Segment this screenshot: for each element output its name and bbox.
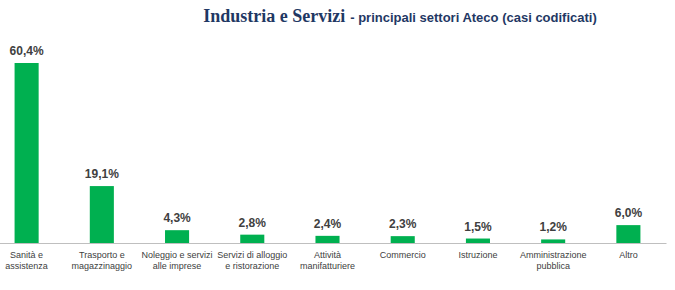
x-tick-label-line: Attività — [314, 250, 341, 260]
x-tick-label: Istruzione — [458, 250, 497, 260]
data-label: 2,4% — [314, 217, 342, 231]
data-label: 60,4% — [10, 44, 44, 58]
x-tick: Istruzione — [458, 243, 497, 260]
chart: Industria e Servizi - principali settori … — [0, 0, 675, 290]
bar — [90, 186, 114, 243]
x-tick-label-line: Servizi di alloggio — [217, 250, 287, 260]
data-label: 6,0% — [615, 206, 643, 220]
data-label: 2,8% — [239, 216, 267, 230]
data-label: 1,2% — [539, 220, 567, 234]
x-tick-label-line: Commercio — [380, 250, 426, 260]
bars — [15, 63, 641, 243]
x-tick-label-line: e ristorazione — [225, 261, 279, 271]
x-tick: Sanità eassistenza — [5, 243, 48, 271]
bar — [391, 236, 415, 243]
x-tick-label-line: magazzinaggio — [72, 261, 133, 271]
data-label: 19,1% — [85, 167, 119, 181]
x-tick-label: Amministrazionepubblica — [520, 250, 587, 271]
title-block: Industria e Servizi - principali settori … — [203, 6, 597, 26]
x-tick-label-line: alle imprese — [153, 261, 202, 271]
bar — [315, 236, 339, 243]
bar — [616, 225, 640, 243]
x-tick-label: Commercio — [380, 250, 426, 260]
x-tick: Servizi di alloggioe ristorazione — [217, 243, 287, 271]
x-tick: Noleggio e servizialle imprese — [142, 243, 213, 271]
x-tick-label: Servizi di alloggioe ristorazione — [217, 250, 287, 271]
x-tick-label-line: Altro — [619, 250, 638, 260]
x-tick-label: Attivitàmanifatturiere — [300, 250, 355, 271]
x-tick-label: Sanità eassistenza — [5, 250, 48, 271]
bar — [165, 230, 189, 243]
x-tick-label-line: Sanità e — [10, 250, 43, 260]
x-tick-label: Altro — [619, 250, 638, 260]
x-tick-label-line: manifatturiere — [300, 261, 355, 271]
x-axis-line — [0, 243, 667, 244]
subtitle: - principali settori Ateco (casi codific… — [350, 10, 597, 25]
x-tick-label-line: Noleggio e servizi — [142, 250, 213, 260]
x-tick: Commercio — [380, 243, 426, 260]
data-label: 2,3% — [389, 217, 417, 231]
title: Industria e Servizi — [203, 6, 345, 26]
bar — [15, 63, 39, 243]
x-axis: Sanità eassistenza Trasporto emagazzinagg… — [0, 243, 667, 271]
x-tick: Amministrazionepubblica — [520, 243, 587, 271]
x-tick: Trasporto emagazzinaggio — [72, 243, 133, 271]
x-tick-label-line: assistenza — [5, 261, 48, 271]
x-tick-label: Trasporto emagazzinaggio — [72, 250, 133, 271]
x-tick-label-line: Amministrazione — [520, 250, 587, 260]
bar — [541, 239, 565, 243]
data-label: 4,3% — [163, 211, 191, 225]
bar — [240, 235, 264, 243]
x-tick: Attivitàmanifatturiere — [300, 243, 355, 271]
x-tick-label-line: Trasporto e — [79, 250, 125, 260]
data-labels: 60,4% 19,1% 4,3% 2,8% 2,4% 2,3% 1,5% 1,2% 6,0% — [10, 44, 643, 234]
x-tick-label-line: pubblica — [536, 261, 570, 271]
x-tick: Altro — [619, 243, 638, 260]
x-tick-label-line: Istruzione — [458, 250, 497, 260]
bar — [466, 239, 490, 243]
data-label: 1,5% — [464, 220, 492, 234]
x-tick-label: Noleggio e servizialle imprese — [142, 250, 213, 271]
